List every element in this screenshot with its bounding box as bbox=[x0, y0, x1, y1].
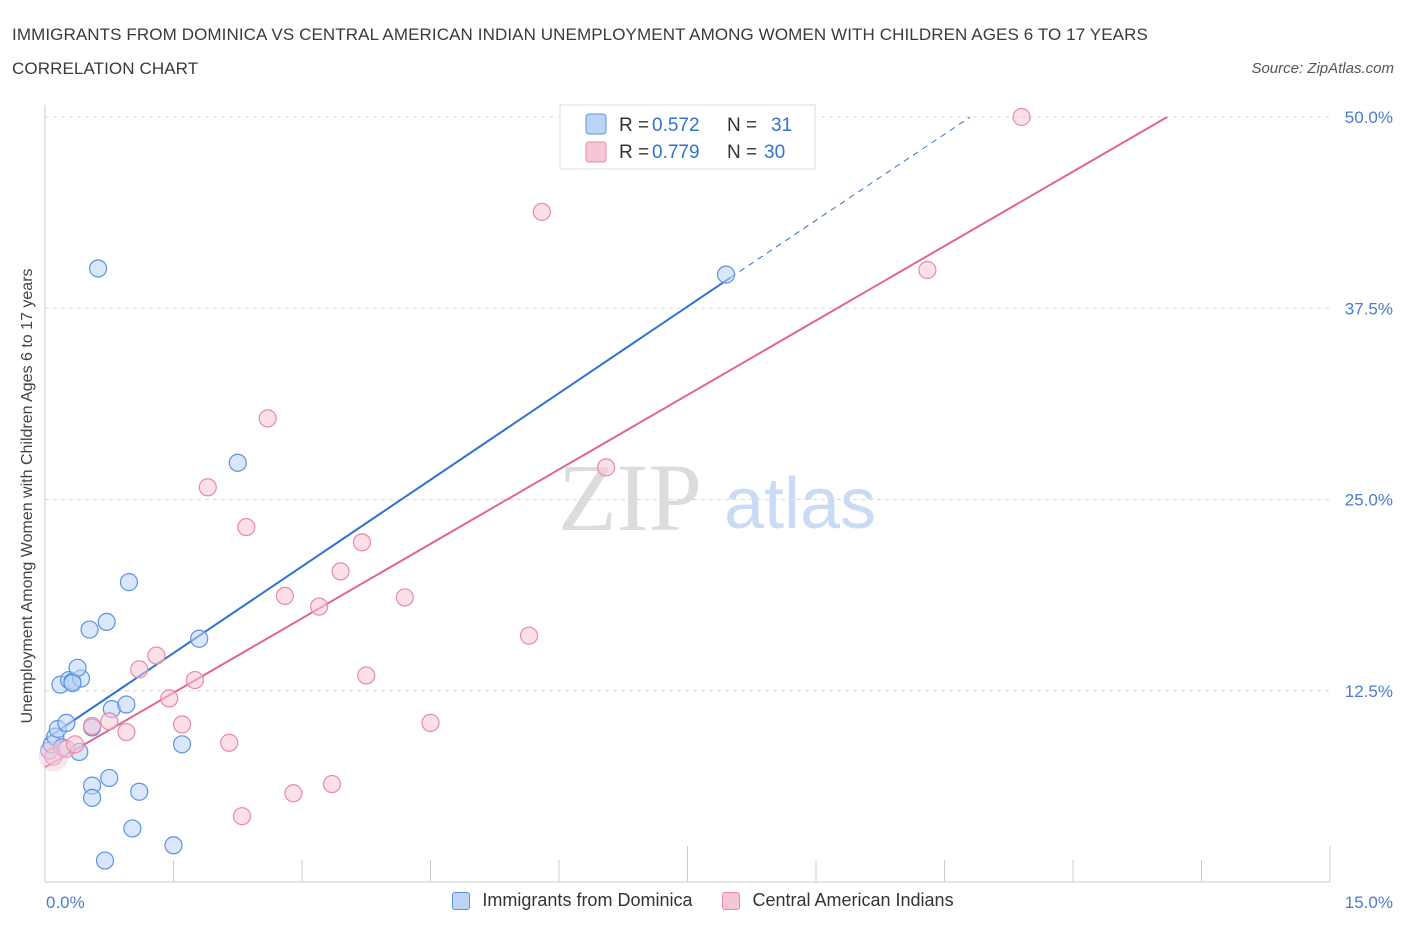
legend-swatch-blue bbox=[585, 113, 607, 135]
point-central-american-indians bbox=[232, 807, 252, 826]
point-central-american-indians bbox=[352, 533, 372, 552]
legend-r-value-2: 0.779 bbox=[652, 142, 700, 163]
point-dominica bbox=[119, 573, 139, 592]
point-dominica bbox=[117, 695, 136, 714]
point-dominica bbox=[100, 768, 119, 788]
legend-r-value-1: 0.572 bbox=[652, 115, 700, 136]
legend-item-dominica[interactable]: Immigrants from Dominica bbox=[452, 890, 692, 911]
point-dominica bbox=[190, 629, 209, 648]
legend-n-label-2: N = bbox=[727, 142, 757, 163]
point-central-american-indians bbox=[198, 478, 217, 497]
stats-legend: R = 0.572 N = 31 R = 0.779 N = 30 bbox=[559, 104, 816, 170]
point-dominica bbox=[172, 735, 192, 754]
point-central-american-indians bbox=[310, 597, 329, 616]
point-dominica bbox=[123, 819, 142, 838]
point-central-american-indians bbox=[1012, 107, 1031, 127]
legend-swatch-dominica bbox=[452, 891, 471, 910]
point-dominica bbox=[97, 612, 116, 632]
y-tick-label: 12.5% bbox=[1345, 682, 1393, 701]
point-central-american-indians bbox=[258, 409, 277, 428]
point-dominica bbox=[83, 788, 102, 807]
legend-swatch-pink bbox=[585, 141, 607, 163]
point-central-american-indians bbox=[532, 202, 551, 221]
point-central-american-indians bbox=[117, 722, 136, 742]
legend-n-label-1: N = bbox=[727, 115, 757, 136]
point-dominica bbox=[68, 658, 87, 677]
point-cluster-central-american-indians bbox=[38, 741, 69, 772]
point-dominica bbox=[130, 782, 149, 801]
point-central-american-indians bbox=[160, 689, 179, 708]
legend-item-central-american-indians[interactable]: Central American Indians bbox=[722, 890, 954, 911]
point-central-american-indians bbox=[395, 588, 414, 607]
trend-line-central-american-indians bbox=[44, 116, 1168, 769]
point-central-american-indians bbox=[284, 784, 303, 803]
point-dominica bbox=[89, 259, 108, 278]
point-dominica bbox=[80, 620, 99, 639]
trend-lines bbox=[44, 116, 1168, 769]
watermark-atlas: atlas bbox=[724, 464, 876, 544]
x-tick-label-max: 15.0% bbox=[1345, 893, 1393, 912]
point-central-american-indians bbox=[185, 670, 205, 690]
legend-r-label-2: R = bbox=[619, 142, 649, 163]
point-central-american-indians bbox=[220, 733, 239, 752]
point-central-american-indians bbox=[275, 586, 294, 605]
point-central-american-indians bbox=[322, 774, 342, 794]
point-central-american-indians bbox=[83, 716, 102, 736]
series-legend: Immigrants from Dominica Central America… bbox=[0, 890, 1406, 911]
point-central-american-indians bbox=[130, 660, 149, 679]
legend-swatch-central-american-indians bbox=[722, 891, 741, 910]
point-central-american-indians bbox=[65, 735, 85, 754]
watermark: ZIP atlas bbox=[558, 444, 876, 551]
y-tick-label: 37.5% bbox=[1345, 299, 1393, 318]
legend-label-central-american-indians: Central American Indians bbox=[752, 890, 954, 910]
x-tick-label-min: 0.0% bbox=[46, 893, 85, 912]
point-central-american-indians bbox=[331, 562, 350, 581]
point-central-american-indians bbox=[357, 666, 376, 685]
point-dominica bbox=[228, 453, 247, 472]
point-dominica bbox=[63, 673, 82, 693]
grid-lines bbox=[45, 116, 1330, 692]
data-points bbox=[38, 107, 1031, 870]
legend-n-value-2: 30 bbox=[764, 142, 785, 163]
legend-r-label-1: R = bbox=[619, 115, 649, 136]
tick-labels: 12.5% 25.0% 37.5% 50.0% 0.0% 15.0% bbox=[46, 108, 1393, 912]
point-central-american-indians bbox=[421, 713, 440, 732]
point-central-american-indians bbox=[237, 517, 256, 537]
source-label: Source: ZipAtlas.com bbox=[1251, 60, 1394, 77]
trend-line-extension bbox=[730, 116, 971, 279]
point-central-american-indians bbox=[100, 712, 119, 731]
point-dominica bbox=[164, 836, 183, 855]
point-central-american-indians bbox=[918, 260, 937, 280]
legend-label-dominica: Immigrants from Dominica bbox=[482, 890, 693, 910]
point-central-american-indians bbox=[172, 715, 192, 734]
chart-title: IMMIGRANTS FROM DOMINICA VS CENTRAL AMER… bbox=[12, 25, 1148, 78]
y-tick-label: 50.0% bbox=[1345, 108, 1393, 127]
point-dominica bbox=[57, 713, 76, 732]
point-central-american-indians bbox=[147, 646, 166, 665]
watermark-zip: ZIP bbox=[558, 444, 702, 551]
y-tick-label: 25.0% bbox=[1345, 491, 1393, 510]
legend-n-value-1: 31 bbox=[771, 115, 792, 136]
point-dominica bbox=[716, 265, 736, 284]
point-dominica bbox=[95, 851, 115, 870]
point-central-american-indians bbox=[597, 458, 616, 477]
point-central-american-indians bbox=[519, 626, 539, 645]
